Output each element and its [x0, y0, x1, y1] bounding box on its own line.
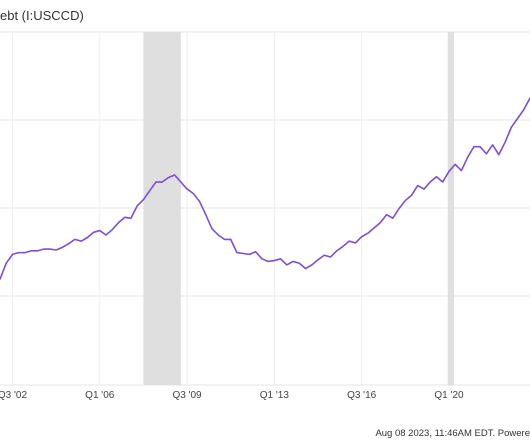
x-tick-label-2: Q3 '09 [172, 390, 202, 401]
recession-band-1 [447, 32, 454, 385]
recession-bands [143, 32, 454, 385]
footer-timestamp: Aug 08 2023, 11:46AM EDT. Powere [375, 428, 530, 439]
x-tick-label-5: Q1 '20 [434, 390, 464, 401]
recession-band-0 [143, 32, 181, 385]
x-tick-labels: Q3 '02 Q1 '06 Q3 '09 Q1 '13 Q3 '16 Q1 '20 [0, 390, 464, 401]
x-tick-label-4: Q3 '16 [347, 390, 377, 401]
x-tick-label-0: Q3 '02 [0, 390, 27, 401]
series-line-0 [0, 97, 530, 280]
chart-title: ebt (I:USCCD) [0, 8, 84, 23]
series-layer [0, 97, 530, 280]
x-tick-label-3: Q1 '13 [260, 390, 290, 401]
x-tick-label-1: Q1 '06 [85, 390, 115, 401]
